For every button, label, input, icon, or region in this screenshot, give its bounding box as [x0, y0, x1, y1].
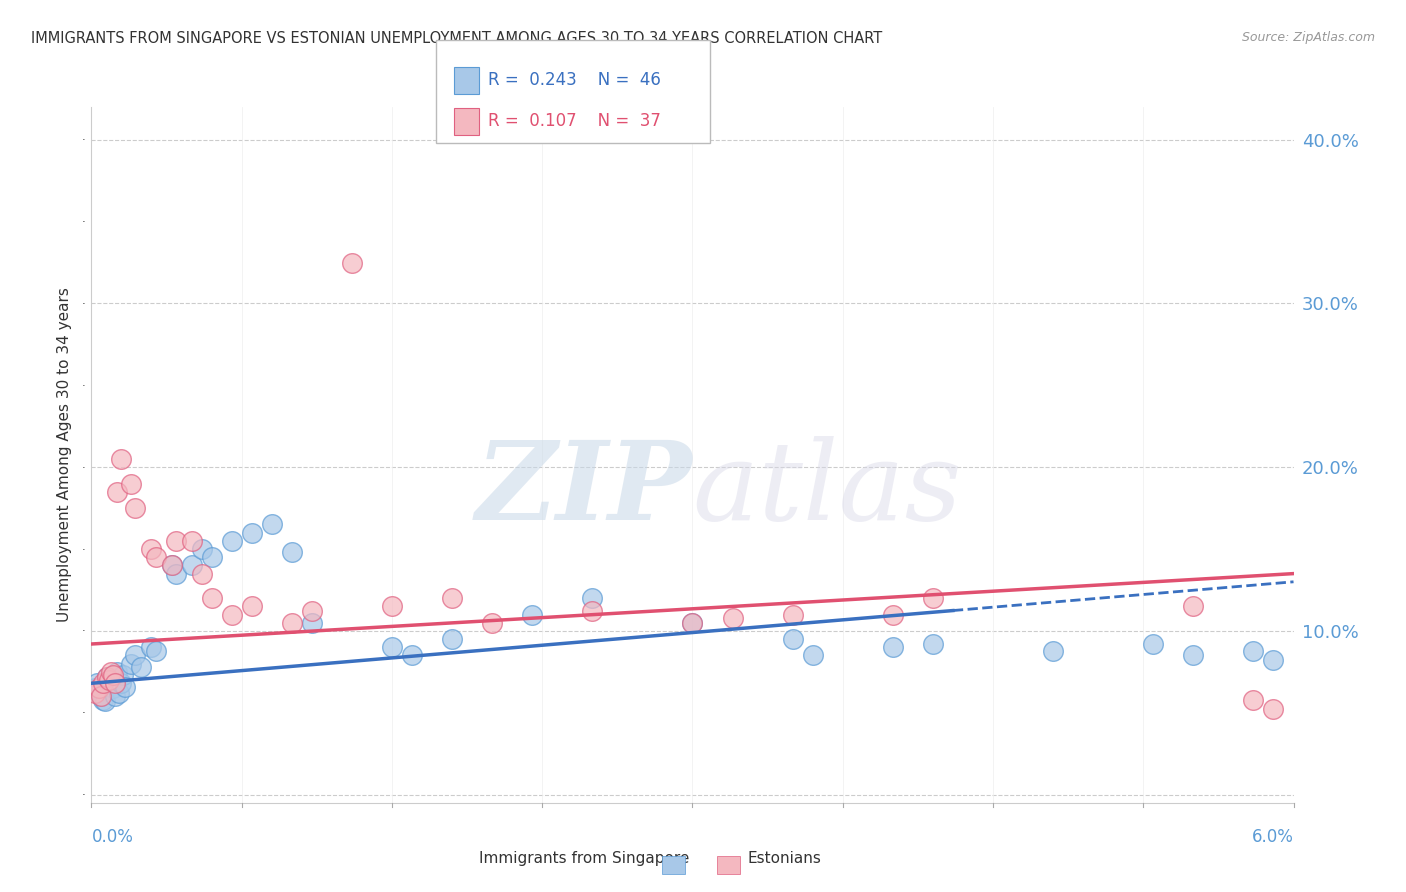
Y-axis label: Unemployment Among Ages 30 to 34 years: Unemployment Among Ages 30 to 34 years: [58, 287, 72, 623]
Point: [98, 673, 121, 687]
Text: Estonians: Estonians: [748, 851, 823, 865]
Point: [110, 452, 132, 467]
Point: [401, 648, 423, 663]
Point: [782, 632, 804, 646]
Point: [86, 676, 108, 690]
Text: 6.0%: 6.0%: [1251, 828, 1294, 846]
Point: [141, 542, 163, 557]
Point: [110, 676, 132, 690]
Text: IMMIGRANTS FROM SINGAPORE VS ESTONIAN UNEMPLOYMENT AMONG AGES 30 TO 34 YEARS COR: IMMIGRANTS FROM SINGAPORE VS ESTONIAN UN…: [31, 31, 882, 46]
Point: [1243, 643, 1265, 657]
Point: [882, 607, 904, 622]
Text: R =  0.107    N =  37: R = 0.107 N = 37: [488, 112, 661, 130]
Point: [145, 550, 167, 565]
Point: [190, 566, 212, 581]
Point: [301, 615, 323, 630]
Point: [103, 681, 125, 696]
Point: [190, 542, 212, 557]
Point: [1243, 692, 1265, 706]
Point: [94, 694, 117, 708]
Point: [440, 591, 463, 606]
Point: [581, 604, 603, 618]
Point: [1042, 643, 1064, 657]
Point: [96, 670, 118, 684]
Point: [160, 558, 183, 573]
Point: [96, 670, 118, 684]
Point: [681, 615, 703, 630]
Point: [801, 648, 824, 663]
Point: [107, 665, 129, 679]
Point: [89, 684, 111, 698]
Point: [165, 566, 187, 581]
Point: [281, 615, 304, 630]
Point: [520, 607, 543, 622]
Point: [281, 545, 304, 559]
Point: [131, 660, 153, 674]
Point: [301, 604, 323, 618]
Text: Immigrants from Singapore: Immigrants from Singapore: [478, 851, 689, 865]
Point: [1263, 653, 1285, 667]
Point: [440, 632, 463, 646]
Point: [124, 501, 146, 516]
Point: [93, 676, 115, 690]
Point: [84, 681, 107, 696]
Point: [201, 591, 224, 606]
Point: [221, 607, 243, 622]
Point: [922, 637, 945, 651]
Point: [114, 680, 136, 694]
Point: [481, 615, 503, 630]
Point: [201, 550, 224, 565]
Point: [100, 665, 122, 679]
Text: atlas: atlas: [692, 436, 962, 543]
Point: [108, 686, 131, 700]
Point: [107, 484, 129, 499]
Point: [160, 558, 183, 573]
Point: [721, 611, 744, 625]
Point: [145, 643, 167, 657]
Point: [240, 525, 263, 540]
Point: [89, 681, 111, 696]
Point: [103, 668, 125, 682]
Point: [221, 533, 243, 548]
Point: [93, 692, 115, 706]
Point: [381, 640, 404, 655]
Point: [121, 657, 143, 671]
Point: [90, 690, 112, 704]
Text: R =  0.243    N =  46: R = 0.243 N = 46: [488, 71, 661, 89]
Point: [104, 676, 127, 690]
Point: [100, 673, 122, 687]
Point: [112, 668, 135, 682]
Point: [1142, 637, 1164, 651]
Point: [180, 533, 202, 548]
Point: [882, 640, 904, 655]
Point: [180, 558, 202, 573]
Point: [124, 648, 146, 663]
Point: [1182, 648, 1205, 663]
Point: [104, 690, 127, 704]
Point: [340, 255, 363, 269]
Point: [1263, 702, 1285, 716]
Point: [121, 476, 143, 491]
Point: [165, 533, 187, 548]
Point: [240, 599, 263, 614]
Text: 0.0%: 0.0%: [91, 828, 134, 846]
Text: ZIP: ZIP: [475, 436, 692, 543]
Point: [1182, 599, 1205, 614]
Text: Source: ZipAtlas.com: Source: ZipAtlas.com: [1241, 31, 1375, 45]
Point: [98, 676, 121, 690]
Point: [141, 640, 163, 655]
Point: [84, 686, 107, 700]
Point: [90, 690, 112, 704]
Point: [381, 599, 404, 614]
Point: [782, 607, 804, 622]
Point: [581, 591, 603, 606]
Point: [681, 615, 703, 630]
Point: [922, 591, 945, 606]
Point: [260, 517, 283, 532]
